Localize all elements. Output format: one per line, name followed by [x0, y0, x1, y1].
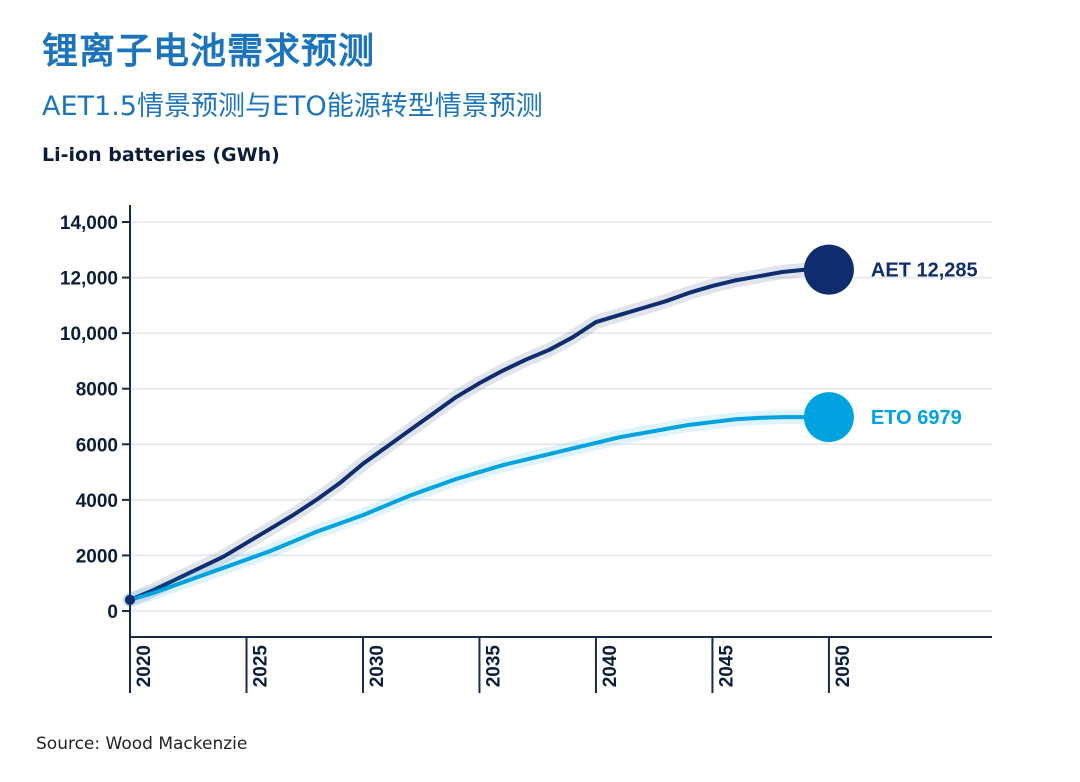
series-lines — [123, 262, 836, 607]
y-tick-label-14000: 14,000 — [60, 213, 118, 234]
x-tick-label-2030: 2030 — [367, 645, 388, 687]
y-tick-label-10000: 10,000 — [60, 324, 118, 345]
y-axis-label: Li-ion batteries (GWh) — [42, 144, 280, 166]
series-end-marker-aet — [803, 244, 854, 295]
x-tick-label-2045: 2045 — [716, 645, 737, 688]
series-line-eto — [128, 415, 831, 602]
x-tick-label-2040: 2040 — [600, 645, 621, 687]
gridlines — [130, 221, 992, 612]
y-tick-label-0: 0 — [107, 602, 118, 623]
y-tick-label-4000: 4000 — [76, 491, 118, 512]
chart-title: 锂离子电池需求预测 — [42, 31, 376, 72]
axes: 0 2000 4000 6000 8000 10,000 12,000 14,000 2020 2… — [60, 205, 992, 693]
series-line-aet — [128, 267, 831, 602]
x-tick-label-2035: 2035 — [483, 645, 504, 688]
x-tick-label-2020: 2020 — [134, 645, 155, 687]
y-tick-label-6000: 6000 — [76, 435, 118, 456]
series-start-dot-eto — [125, 594, 135, 605]
x-tick-label-2050: 2050 — [833, 645, 854, 687]
series-end-label-eto: ETO 6979 — [871, 407, 962, 429]
x-tick-label-2025: 2025 — [250, 645, 271, 688]
end-labels: AET 12,285 ETO 6979 — [803, 244, 978, 443]
y-tick-label-2000: 2000 — [76, 546, 118, 567]
source-note: Source: Wood Mackenzie — [36, 734, 248, 754]
y-tick-label-8000: 8000 — [76, 380, 118, 401]
chart-subtitle: AET1.5情景预测与ETO能源转型情景预测 — [42, 91, 543, 122]
y-tick-label-12000: 12,000 — [60, 269, 118, 290]
series-end-label-aet: AET 12,285 — [871, 260, 978, 282]
series-end-marker-eto — [803, 392, 854, 443]
